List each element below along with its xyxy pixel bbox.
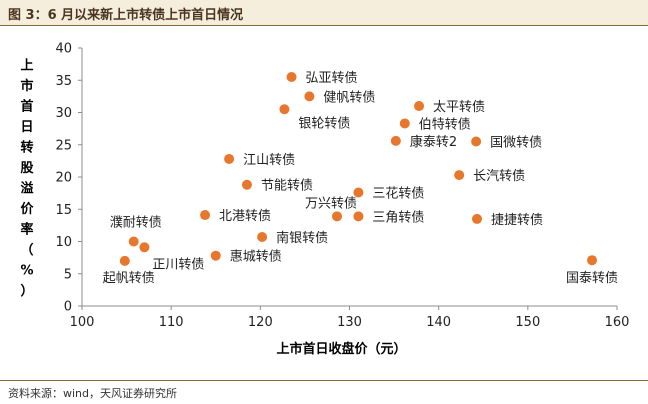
figure-header: 图 3：6 月以来新上市转债上市首日情况 xyxy=(0,0,648,25)
y-tick-label: 20 xyxy=(55,171,72,186)
y-tick-label: 0 xyxy=(64,300,72,315)
x-tick-label: 140 xyxy=(426,315,451,330)
data-point xyxy=(353,211,364,222)
point-label: 伯特转债 xyxy=(419,117,471,132)
figure-label: 图 3：6 月以来新上市转债上市首日情况 xyxy=(8,8,244,23)
point-label: 濮耐转债 xyxy=(110,216,162,231)
data-points xyxy=(119,72,598,266)
point-label: 三角转债 xyxy=(372,210,424,225)
point-label: 长汽转债 xyxy=(473,169,525,184)
data-point xyxy=(414,101,425,112)
data-point xyxy=(224,153,235,164)
x-tick-label: 120 xyxy=(248,315,273,330)
point-label: 正川转债 xyxy=(152,257,204,272)
x-tick-label: 150 xyxy=(515,315,540,330)
point-label: 健帆转债 xyxy=(323,90,375,105)
point-label: 捷捷转债 xyxy=(491,213,543,228)
point-label: 万兴转债 xyxy=(305,196,357,211)
data-point xyxy=(587,255,598,266)
data-point xyxy=(128,236,139,247)
point-label: 江山转债 xyxy=(243,153,295,168)
y-tick-label: 40 xyxy=(55,42,72,57)
data-point xyxy=(210,250,221,261)
data-point xyxy=(200,210,211,221)
x-tick-label: 110 xyxy=(159,315,184,330)
x-axis-title: 上市首日收盘价（元） xyxy=(276,341,406,357)
point-label: 惠城转债 xyxy=(230,250,282,265)
data-point xyxy=(119,255,130,266)
point-label: 起帆转债 xyxy=(103,271,155,286)
point-label: 南银转债 xyxy=(276,230,328,246)
data-point xyxy=(399,118,410,129)
y-tick-label: 5 xyxy=(64,267,72,282)
data-point xyxy=(139,242,150,253)
point-label: 节能转债 xyxy=(261,179,313,194)
point-label: 太平转债 xyxy=(433,100,485,115)
y-tick-label: 35 xyxy=(55,74,72,89)
point-label: 北港转债 xyxy=(219,209,271,224)
footer-divider xyxy=(0,380,648,381)
point-label: 国泰转债 xyxy=(566,271,618,286)
y-tick-label: 25 xyxy=(55,138,72,153)
x-tick-label: 130 xyxy=(337,315,362,330)
x-tick-label: 100 xyxy=(70,315,95,330)
axes: 100 110 120 130 140 150 160 0 5 10 15 20 25 30 35 40 xyxy=(55,42,629,331)
data-point xyxy=(472,213,483,224)
point-label: 弘亚转债 xyxy=(306,71,358,86)
source-note: 资料来源：wind，天风证券研究所 xyxy=(8,387,178,400)
point-label: 银轮转债 xyxy=(298,116,350,131)
y-tick-label: 10 xyxy=(55,235,72,250)
data-point xyxy=(471,136,482,147)
scatter-chart: 100 110 120 130 140 150 160 0 5 10 15 20 25 30 35 40 弘亚… xyxy=(20,42,629,358)
x-tick-label: 160 xyxy=(605,315,630,330)
header-divider xyxy=(0,25,648,26)
point-label: 康泰转2 xyxy=(410,134,457,150)
y-axis-title: 上市首日转股溢价率（%） xyxy=(20,58,34,299)
data-point xyxy=(332,211,343,222)
data-point xyxy=(353,187,364,198)
data-point xyxy=(304,91,315,102)
data-point xyxy=(390,135,401,146)
data-point xyxy=(241,179,252,190)
y-tick-label: 30 xyxy=(55,106,72,121)
data-point xyxy=(286,72,297,83)
point-label: 国微转债 xyxy=(490,136,542,151)
data-point xyxy=(454,170,465,181)
y-tick-label: 15 xyxy=(55,203,72,218)
data-point xyxy=(279,104,290,115)
point-label: 三花转债 xyxy=(372,185,424,201)
data-point xyxy=(257,231,268,242)
